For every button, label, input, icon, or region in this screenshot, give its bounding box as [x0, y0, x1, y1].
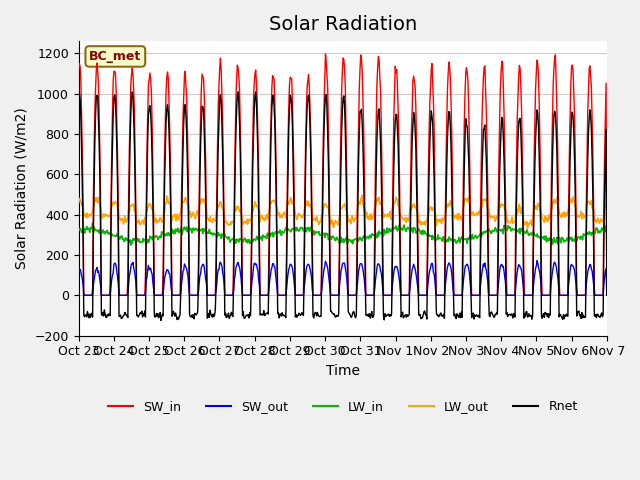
Text: BC_met: BC_met — [89, 50, 141, 63]
Legend: SW_in, SW_out, LW_in, LW_out, Rnet: SW_in, SW_out, LW_in, LW_out, Rnet — [103, 395, 583, 418]
Title: Solar Radiation: Solar Radiation — [269, 15, 417, 34]
X-axis label: Time: Time — [326, 364, 360, 378]
Y-axis label: Solar Radiation (W/m2): Solar Radiation (W/m2) — [15, 108, 29, 269]
